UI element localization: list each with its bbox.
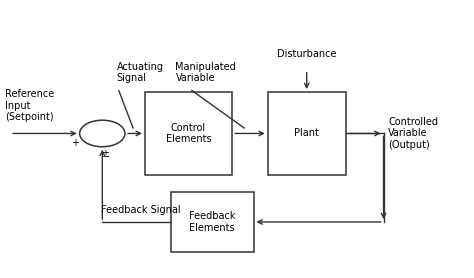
Bar: [145, 92, 232, 175]
Text: Feedback
Elements: Feedback Elements: [189, 211, 236, 233]
Text: Control
Elements: Control Elements: [166, 123, 211, 144]
Text: Manipulated
Variable: Manipulated Variable: [175, 62, 236, 83]
Bar: [268, 92, 346, 175]
Text: +: +: [71, 138, 79, 148]
Text: Actuating
Signal: Actuating Signal: [117, 62, 164, 83]
Text: Disturbance: Disturbance: [277, 49, 337, 59]
Bar: [171, 192, 254, 252]
Text: Controlled
Variable
(Output): Controlled Variable (Output): [388, 117, 438, 150]
Text: Reference
Input
(Setpoint): Reference Input (Setpoint): [5, 89, 55, 122]
Text: Plant: Plant: [294, 128, 319, 138]
Text: Feedback Signal: Feedback Signal: [101, 205, 181, 215]
Text: ±: ±: [100, 149, 109, 159]
